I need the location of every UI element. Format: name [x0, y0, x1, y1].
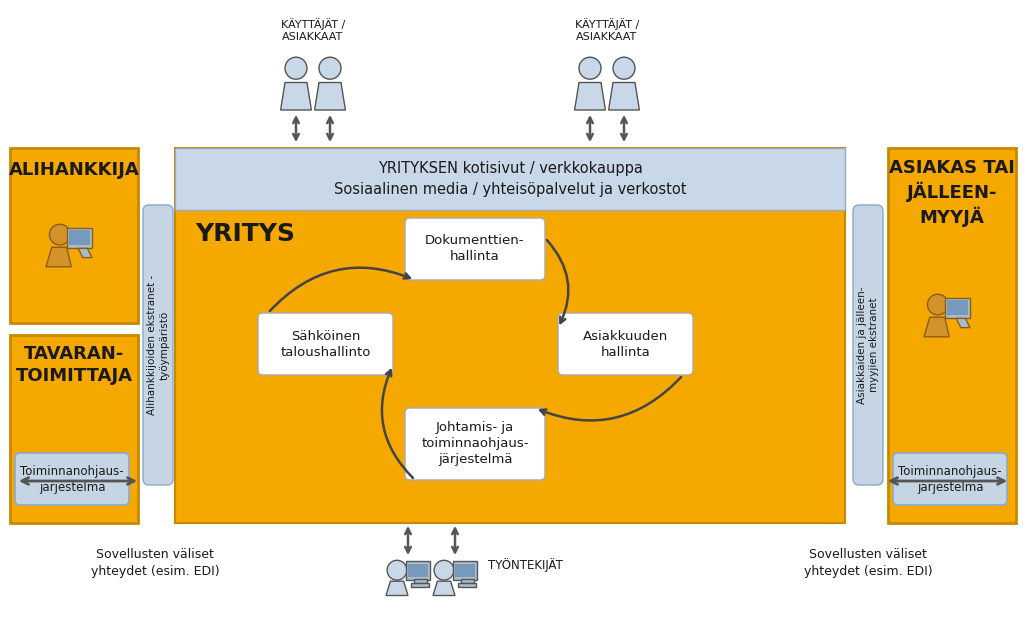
- Circle shape: [613, 57, 635, 79]
- FancyBboxPatch shape: [15, 453, 129, 505]
- Text: Johtamis- ja
toiminnaohjaus-
järjestelmä: Johtamis- ja toiminnaohjaus- järjestelmä: [421, 422, 528, 467]
- Polygon shape: [433, 581, 455, 596]
- Circle shape: [928, 294, 948, 315]
- Text: ALIHANKKIJA: ALIHANKKIJA: [8, 161, 139, 179]
- Bar: [453, 561, 477, 580]
- Bar: [459, 584, 476, 587]
- Text: YRITYKSEN kotisivut / verkkokauppa
Sosiaalinen media / yhteisöpalvelut ja verkos: YRITYKSEN kotisivut / verkkokauppa Sosia…: [334, 161, 686, 197]
- FancyBboxPatch shape: [406, 218, 545, 280]
- Text: Dokumenttien-
hallinta: Dokumenttien- hallinta: [425, 234, 524, 263]
- Circle shape: [319, 57, 341, 79]
- FancyBboxPatch shape: [258, 313, 393, 375]
- Polygon shape: [46, 248, 72, 266]
- Polygon shape: [281, 82, 311, 110]
- Text: Asiakkaiden ja jälleen-
myyjien ekstranet: Asiakkaiden ja jälleen- myyjien ekstrane…: [857, 286, 880, 404]
- FancyBboxPatch shape: [558, 313, 693, 375]
- Polygon shape: [78, 248, 92, 258]
- Text: Alihankkijoiden ekstranet -
työympäristö: Alihankkijoiden ekstranet - työympäristö: [146, 275, 169, 415]
- Circle shape: [579, 57, 601, 79]
- Text: Asiakkuuden
hallinta: Asiakkuuden hallinta: [583, 330, 668, 358]
- Polygon shape: [386, 581, 408, 596]
- Text: KÄYTTÄJÄT /
ASIAKKAAT: KÄYTTÄJÄT / ASIAKKAAT: [574, 18, 639, 42]
- Text: TAVARAN-
TOIMITTAJA: TAVARAN- TOIMITTAJA: [15, 345, 132, 385]
- Bar: [414, 579, 427, 584]
- Text: KÄYTTÄJÄT /
ASIAKKAAT: KÄYTTÄJÄT / ASIAKKAAT: [281, 18, 345, 42]
- Bar: [69, 230, 90, 245]
- Text: Sovellusten väliset
yhteydet (esim. EDI): Sovellusten väliset yhteydet (esim. EDI): [91, 548, 219, 578]
- FancyBboxPatch shape: [893, 453, 1007, 505]
- Circle shape: [285, 57, 307, 79]
- Bar: [455, 563, 475, 577]
- FancyBboxPatch shape: [406, 408, 545, 480]
- Text: Toiminnanohjaus-
järjestelmä: Toiminnanohjaus- järjestelmä: [898, 465, 1001, 494]
- Text: TYÖNTEKIJÄT: TYÖNTEKIJÄT: [488, 558, 563, 572]
- Text: ASIAKAS TAI
JÄLLEEN-
MYYJÄ: ASIAKAS TAI JÄLLEEN- MYYJÄ: [889, 159, 1015, 227]
- FancyBboxPatch shape: [143, 205, 173, 485]
- Bar: [175, 148, 845, 210]
- FancyBboxPatch shape: [853, 205, 883, 485]
- Text: Sähköinen
taloushallinto: Sähköinen taloushallinto: [281, 330, 371, 358]
- Bar: [408, 563, 428, 577]
- Bar: [175, 148, 845, 523]
- Bar: [947, 300, 968, 315]
- Bar: [945, 298, 970, 318]
- Polygon shape: [924, 317, 949, 337]
- Circle shape: [434, 560, 454, 580]
- Circle shape: [387, 560, 407, 580]
- Polygon shape: [956, 318, 970, 328]
- Bar: [888, 148, 1016, 523]
- Bar: [10, 148, 138, 323]
- Bar: [461, 579, 474, 584]
- Polygon shape: [314, 82, 345, 110]
- Text: Toiminnanohjaus-
järjestelmä: Toiminnanohjaus- järjestelmä: [20, 465, 124, 494]
- Bar: [10, 335, 138, 523]
- Polygon shape: [574, 82, 605, 110]
- Text: YRITYS: YRITYS: [195, 222, 295, 246]
- Bar: [406, 561, 430, 580]
- Text: Sovellusten väliset
yhteydet (esim. EDI): Sovellusten väliset yhteydet (esim. EDI): [804, 548, 932, 578]
- Polygon shape: [608, 82, 639, 110]
- Bar: [412, 584, 429, 587]
- Circle shape: [49, 224, 71, 245]
- Bar: [67, 228, 92, 248]
